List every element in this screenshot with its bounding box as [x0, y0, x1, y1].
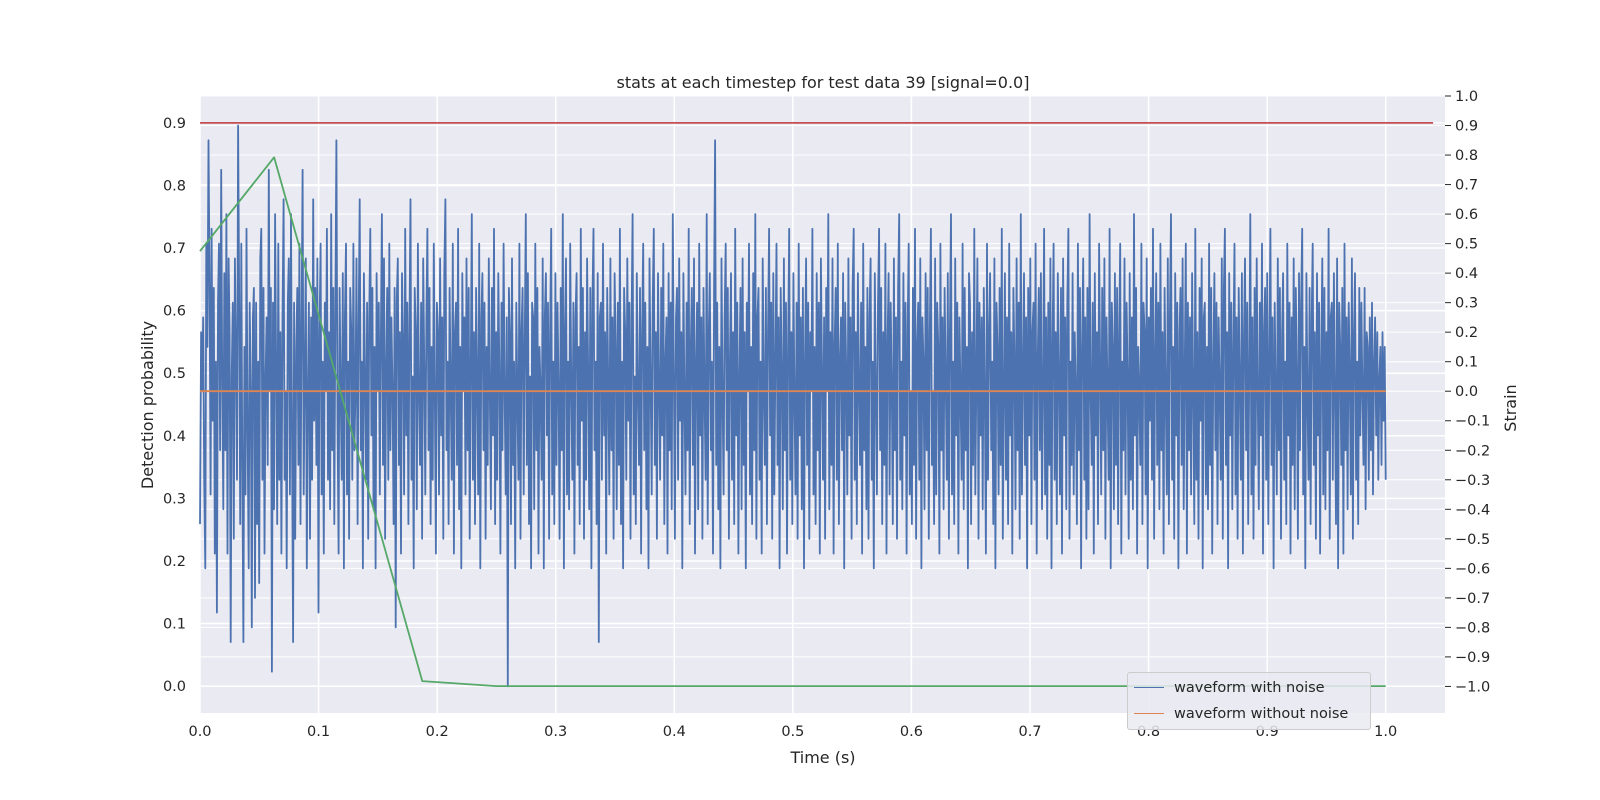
y-tick-label: 0.7 — [163, 241, 186, 257]
y2-tick-label: 0.8 — [1455, 148, 1478, 164]
y2-tick-label: 0.0 — [1455, 384, 1478, 400]
y2-tick-label: −0.9 — [1455, 650, 1490, 666]
x-axis-label: Time (s) — [789, 748, 855, 767]
y-tick-label: 0.6 — [163, 304, 186, 320]
y2-tick-label: −0.6 — [1455, 561, 1490, 577]
legend-entry-without-noise: waveform without noise — [1128, 702, 1370, 725]
y2-tick-label: −0.3 — [1455, 473, 1490, 489]
left-axis-ticks: 0.0 0.1 0.2 0.3 0.4 0.5 0.6 0.7 0.8 0.9 — [163, 116, 186, 695]
x-tick-label: 0.5 — [781, 724, 804, 740]
x-tick-label: 0.0 — [188, 724, 211, 740]
x-tick-label: 0.7 — [1018, 724, 1041, 740]
x-axis-ticks: 0.0 0.1 0.2 0.3 0.4 0.5 0.6 0.7 0.8 0.9 1.0 — [188, 724, 1397, 740]
y2-tick-label: −0.1 — [1455, 414, 1490, 430]
y2-axis-label: Strain — [1501, 384, 1520, 431]
x-tick-label: 0.1 — [307, 724, 330, 740]
y2-tick-label: −0.4 — [1455, 502, 1490, 518]
y-tick-label: 0.0 — [163, 679, 186, 695]
y2-tick-label: −0.5 — [1455, 532, 1490, 548]
y-tick-label: 0.1 — [163, 617, 186, 633]
y-tick-label: 0.3 — [163, 491, 186, 507]
chart-title: stats at each timestep for test data 39 … — [617, 73, 1030, 92]
y2-tick-label: 0.7 — [1455, 178, 1478, 194]
series-line-with-noise — [199, 124, 1387, 688]
x-tick-label: 1.0 — [1374, 724, 1397, 740]
legend-entry-with-noise: waveform with noise — [1128, 676, 1370, 699]
y2-tick-label: −0.7 — [1455, 591, 1490, 607]
y2-tick-label: 0.5 — [1455, 237, 1478, 253]
y2-tick-label: 0.9 — [1455, 119, 1478, 135]
legend-label-without-noise: waveform without noise — [1174, 705, 1349, 722]
y-axis-label: Detection probability — [138, 321, 157, 489]
y2-tick-label: 0.1 — [1455, 355, 1478, 371]
y2-tick-label: 0.6 — [1455, 207, 1478, 223]
y2-tick-label: −0.2 — [1455, 443, 1490, 459]
legend-swatch-with-noise — [1134, 687, 1164, 688]
legend-label-with-noise: waveform with noise — [1174, 679, 1325, 696]
y2-tick-label: 0.3 — [1455, 296, 1478, 312]
y-tick-label: 0.9 — [163, 116, 186, 132]
x-tick-label: 0.4 — [663, 724, 686, 740]
x-tick-label: 0.3 — [544, 724, 567, 740]
y-tick-label: 0.5 — [163, 366, 186, 382]
x-tick-label: 0.6 — [900, 724, 923, 740]
right-axis-ticks: −1.0 −0.9 −0.8 −0.7 −0.6 −0.5 −0.4 −0.3 −0.2 −0.1… — [1445, 89, 1490, 695]
y2-tick-label: −1.0 — [1455, 679, 1490, 695]
y2-tick-label: 0.4 — [1455, 266, 1478, 282]
y2-tick-label: 0.2 — [1455, 325, 1478, 341]
y-tick-label: 0.4 — [163, 429, 186, 445]
legend: waveform with noise waveform without noi… — [1127, 672, 1371, 730]
legend-swatch-without-noise — [1134, 713, 1164, 714]
x-tick-label: 0.2 — [426, 724, 449, 740]
y2-tick-label: −0.8 — [1455, 620, 1490, 636]
y-tick-label: 0.2 — [163, 554, 186, 570]
y2-tick-label: 1.0 — [1455, 89, 1478, 105]
y-tick-label: 0.8 — [163, 178, 186, 194]
